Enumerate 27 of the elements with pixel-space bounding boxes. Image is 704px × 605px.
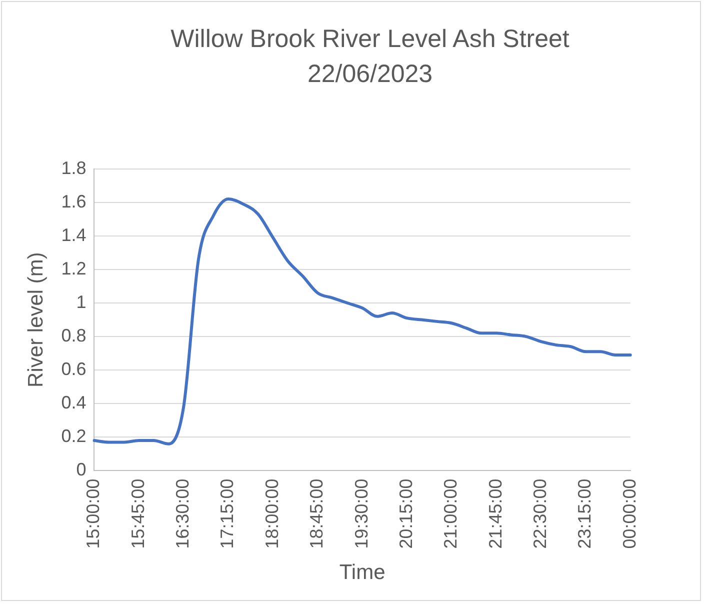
x-tick-label: 17:15:00	[217, 478, 238, 549]
x-tick-label: 21:00:00	[440, 478, 461, 549]
chart-title: Willow Brook River Level Ash Street 22/06/2023	[170, 24, 570, 90]
x-tick-label: 00:00:00	[619, 478, 640, 549]
x-tick-label: 15:00:00	[83, 478, 104, 549]
x-tick-label: 18:00:00	[262, 478, 282, 549]
line-series	[92, 197, 632, 446]
x-tick-label: 15:45:00	[128, 478, 148, 549]
x-tick-label: 18:45:00	[306, 478, 327, 549]
x-tick-label: 16:30:00	[172, 478, 193, 549]
y-tick-label: 1	[76, 292, 86, 312]
y-tick-label: 0.2	[61, 426, 86, 446]
y-tick-label: 1.6	[61, 191, 86, 212]
x-tick-label: 23:15:00	[574, 478, 595, 549]
x-tick-label: 22:30:00	[530, 478, 550, 549]
y-tick-label: 0	[76, 460, 86, 480]
x-tick-label: 20:15:00	[396, 478, 416, 549]
y-tick-label: 0.4	[61, 392, 86, 413]
y-tick-label: 1.8	[61, 158, 86, 178]
y-tick-label: 1.4	[61, 224, 86, 245]
x-tick-label: 21:45:00	[485, 478, 506, 549]
y-tick-label: 0.8	[61, 326, 86, 346]
x-axis-title: Time	[339, 561, 386, 584]
y-axis-title: River level (m)	[24, 252, 48, 388]
y-tick-label: 1.2	[61, 258, 86, 278]
y-tick-label: 0.6	[61, 359, 86, 380]
x-tick-label: 19:30:00	[351, 478, 372, 549]
